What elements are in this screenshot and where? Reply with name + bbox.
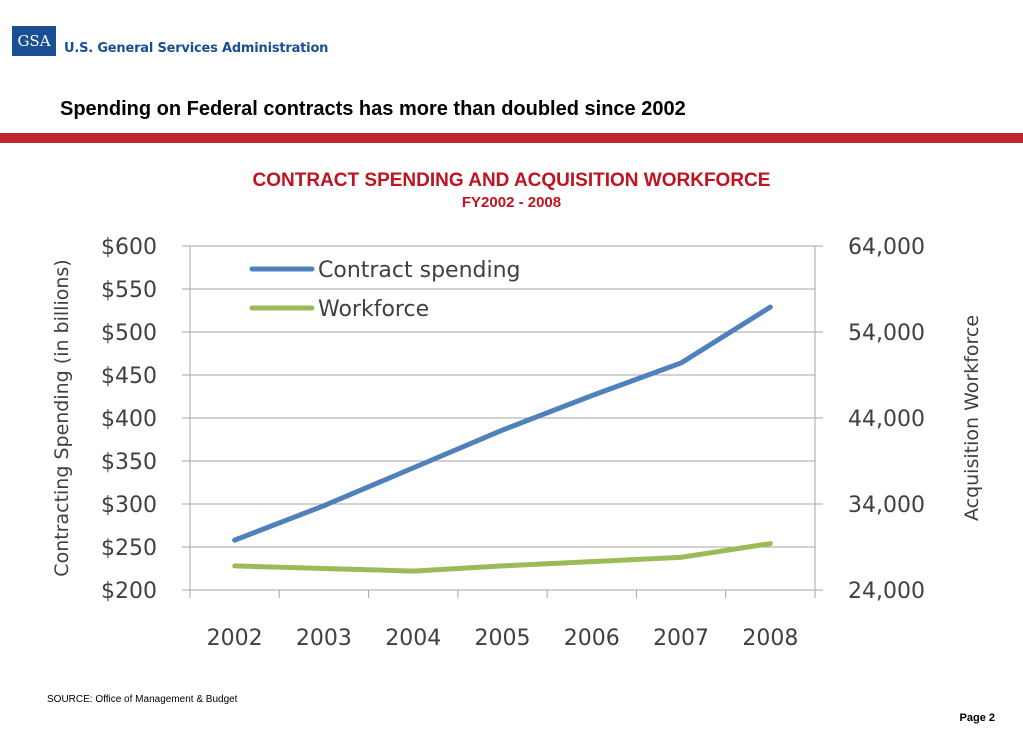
y-tick-label: $500 (101, 321, 157, 346)
y-tick-label: $200 (101, 579, 157, 604)
y-tick-label: $300 (101, 493, 157, 518)
y-axis-title: Contracting Spending (in billions) (51, 259, 73, 576)
y-tick-label: $450 (101, 364, 157, 389)
header-divider (0, 133, 1023, 143)
y2-tick-label: 54,000 (848, 321, 925, 346)
page-number: Page 2 (959, 712, 995, 724)
y-tick-label: $350 (101, 450, 157, 475)
legend-label: Workforce (318, 297, 429, 322)
y2-tick-label: 24,000 (848, 579, 925, 604)
gsa-logo-text: GSA (17, 32, 51, 50)
y-tick-label: $600 (101, 235, 157, 260)
y-tick-label: $400 (101, 407, 157, 432)
series-line-2 (232, 541, 773, 574)
x-tick-label: 2008 (742, 626, 798, 651)
x-tick-label: 2006 (564, 626, 620, 651)
chart-title: CONTRACT SPENDING AND ACQUISITION WORKFO… (252, 170, 771, 191)
agency-name: U.S. General Services Administration (64, 41, 329, 56)
y2-tick-label: 64,000 (848, 235, 925, 260)
y-tick-label: $250 (101, 536, 157, 561)
y2-tick-label: 34,000 (848, 493, 925, 518)
x-tick-label: 2003 (296, 626, 352, 651)
source-note: SOURCE: Office of Management & Budget (47, 694, 238, 705)
gsa-logo: GSA (12, 26, 56, 56)
legend-label: Contract spending (318, 258, 521, 283)
x-tick-label: 2004 (385, 626, 441, 651)
y-tick-label: $550 (101, 278, 157, 303)
x-tick-label: 2005 (475, 626, 531, 651)
y2-axis-title: Acquisition Workforce (961, 315, 983, 521)
x-tick-label: 2002 (207, 626, 263, 651)
y2-tick-label: 44,000 (848, 407, 925, 432)
page-title: Spending on Federal contracts has more t… (60, 98, 686, 120)
series-line-1 (232, 304, 773, 543)
x-tick-label: 2007 (653, 626, 709, 651)
chart-subtitle: FY2002 - 2008 (461, 194, 562, 211)
